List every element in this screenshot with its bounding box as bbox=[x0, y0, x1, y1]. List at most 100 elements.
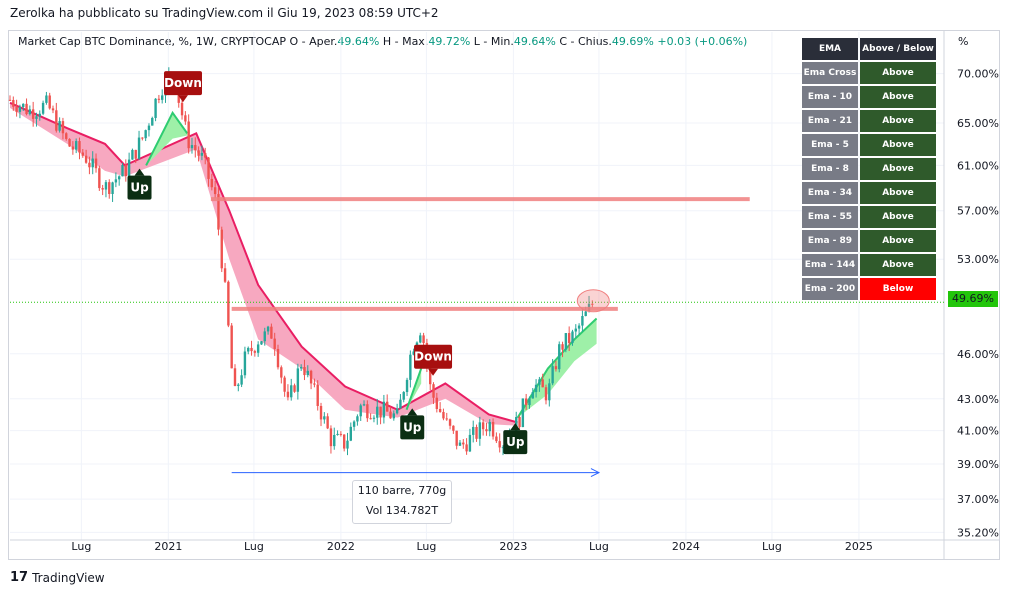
candle-body bbox=[260, 341, 263, 345]
candle-body bbox=[81, 152, 84, 156]
ema-row: Ema Cross Above bbox=[802, 62, 936, 84]
tradingview-icon: 17 bbox=[10, 570, 29, 585]
high-value: 49.72% bbox=[428, 35, 471, 48]
candle-body bbox=[452, 425, 455, 431]
candle-body bbox=[402, 392, 405, 400]
ema-row-status: Above bbox=[860, 254, 936, 276]
candle-body bbox=[38, 113, 41, 117]
candle-body bbox=[329, 428, 333, 447]
candle-body bbox=[429, 364, 432, 385]
candle-body bbox=[98, 168, 101, 189]
signal-pointer bbox=[428, 368, 439, 376]
candle-body bbox=[501, 447, 505, 449]
candle-body bbox=[339, 433, 343, 435]
candle-body bbox=[366, 404, 369, 419]
candle-body bbox=[445, 418, 448, 420]
x-tick-label: Lug bbox=[416, 540, 436, 553]
candle-body bbox=[8, 99, 12, 101]
candle-body bbox=[65, 133, 68, 139]
ema-ribbon-up bbox=[146, 112, 188, 166]
candle-body bbox=[581, 316, 584, 326]
candle-body bbox=[369, 418, 372, 420]
candle-body bbox=[296, 368, 300, 392]
candle-body bbox=[137, 137, 141, 159]
candle-body bbox=[435, 397, 439, 409]
signal-down-label: Down bbox=[414, 344, 453, 376]
candle-body bbox=[147, 125, 151, 131]
candle-body bbox=[385, 401, 389, 412]
candle-body bbox=[157, 98, 161, 100]
ema-row-status: Above bbox=[860, 86, 936, 108]
candle-body bbox=[161, 95, 164, 100]
ema-ribbon-up-edge bbox=[405, 368, 423, 411]
candle-body bbox=[475, 426, 478, 439]
candle-body bbox=[104, 182, 108, 190]
candle-body bbox=[409, 354, 412, 380]
candle-body bbox=[389, 411, 392, 419]
candle-body bbox=[61, 121, 65, 134]
candle-body bbox=[210, 178, 214, 188]
candle-body bbox=[544, 387, 548, 401]
signal-text: Down bbox=[164, 76, 202, 90]
y-tick-label: 70.00% bbox=[957, 68, 999, 81]
candle-body bbox=[84, 155, 88, 163]
candle-body bbox=[223, 268, 227, 282]
candle-body bbox=[114, 179, 118, 183]
ema-row-status: Above bbox=[860, 110, 936, 132]
candle-body bbox=[28, 109, 32, 115]
candle-body bbox=[273, 338, 276, 350]
x-tick-label: 2025 bbox=[845, 540, 873, 553]
ema-row: Ema - 200 Below bbox=[802, 278, 936, 300]
candle-body bbox=[448, 419, 452, 426]
ema-row-status: Above bbox=[860, 62, 936, 84]
candle-body bbox=[190, 145, 194, 149]
candle-body bbox=[177, 92, 180, 103]
candle-body bbox=[518, 417, 521, 428]
tradingview-logo[interactable]: 17 TradingView bbox=[10, 570, 105, 585]
candle-body bbox=[197, 150, 200, 156]
y-tick-label: 39.00% bbox=[957, 458, 999, 471]
chart-frame bbox=[8, 30, 1000, 560]
ema-row-name: Ema - 55 bbox=[802, 206, 858, 228]
candle-body bbox=[58, 121, 61, 131]
signal-pointer bbox=[177, 95, 188, 103]
change-value: +0.03 (+0.06%) bbox=[657, 35, 748, 48]
candle-body bbox=[55, 110, 58, 131]
x-tick-label: Lug bbox=[589, 540, 609, 553]
y-tick-label: 61.00% bbox=[957, 159, 999, 172]
y-tick-label: 37.00% bbox=[957, 493, 999, 506]
candle-body bbox=[333, 434, 336, 447]
candle-body bbox=[372, 417, 376, 419]
signal-up-label: Up bbox=[503, 423, 528, 455]
ema-row-name: Ema - 8 bbox=[802, 158, 858, 180]
measure-volume: Vol 134.782T bbox=[365, 504, 439, 517]
candle-body bbox=[442, 411, 445, 419]
candle-body bbox=[237, 384, 240, 386]
low-label: L - Min. bbox=[473, 35, 514, 48]
ema-row: Ema - 34 Above bbox=[802, 182, 936, 204]
candle-body bbox=[567, 333, 571, 344]
candle-body bbox=[346, 440, 349, 449]
candle-body bbox=[584, 311, 587, 317]
candle-body bbox=[319, 405, 323, 420]
candle-body bbox=[22, 103, 25, 107]
candle-body bbox=[220, 229, 223, 269]
y-tick-label: 35.20% bbox=[957, 526, 999, 539]
candle-body bbox=[458, 442, 462, 446]
candle-body bbox=[491, 421, 495, 437]
ema-row-status: Above bbox=[860, 206, 936, 228]
low-value: 49.64% bbox=[513, 35, 556, 48]
signal-text: Up bbox=[506, 435, 525, 449]
ema-row-name: Ema Cross bbox=[802, 62, 858, 84]
candle-body bbox=[309, 370, 313, 384]
ema-row-status: Above bbox=[860, 158, 936, 180]
candle-body bbox=[144, 130, 147, 139]
candle-body bbox=[349, 426, 352, 441]
ema-row: Ema - 10 Above bbox=[802, 86, 936, 108]
candle-body bbox=[187, 121, 190, 149]
candle-body bbox=[419, 335, 422, 343]
candle-body bbox=[577, 325, 581, 329]
candle-body bbox=[548, 383, 551, 401]
candle-body bbox=[266, 326, 270, 332]
